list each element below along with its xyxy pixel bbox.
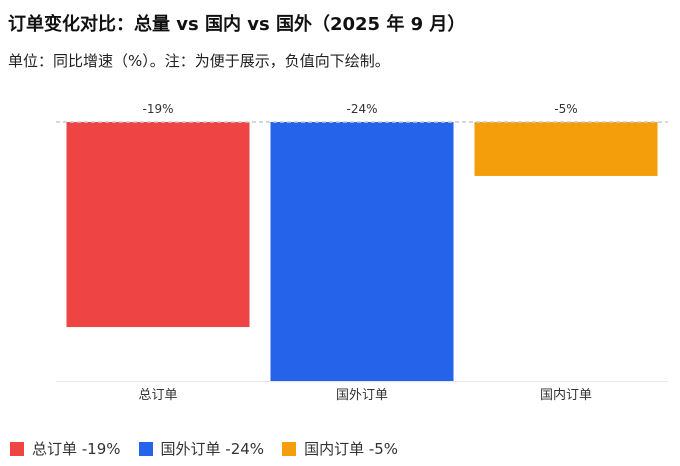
legend-label: 国内订单 -5% [304,440,399,458]
chart-title: 订单变化对比：总量 vs 国内 vs 国外（2025 年 9 月） [8,14,466,35]
legend-label: 国外订单 -24% [160,440,265,458]
legend-item: 国外订单 -24% [138,438,265,459]
x-tick-label: 总订单 [138,388,177,403]
bar-3 [474,122,658,176]
bar-value-label: -19% [142,102,173,116]
bar-value-label: -24% [346,102,377,116]
bar-value-label: -5% [554,102,577,116]
x-tick-label: 国外订单 [336,388,388,403]
x-tick-label: 国内订单 [540,387,592,403]
legend-item: 国内订单 -5% [282,438,398,459]
bar-1 [66,122,250,328]
bar-2 [270,122,454,381]
bar-chart: -19% 总订单 -24% 国外订单 -5% 国内订单 [56,102,668,403]
legend-swatch [138,441,153,456]
legend-item: 总订单 -19% [10,438,121,459]
legend-label: 总订单 -19% [32,440,121,458]
chart-subtitle: 单位：同比增速（%）。注：为便于展示，负值向下绘制。 [8,52,390,70]
chart-legend: 总订单 -19% 国外订单 -24% 国内订单 -5% [10,438,398,459]
legend-swatch [10,441,24,456]
legend-swatch [282,441,297,456]
